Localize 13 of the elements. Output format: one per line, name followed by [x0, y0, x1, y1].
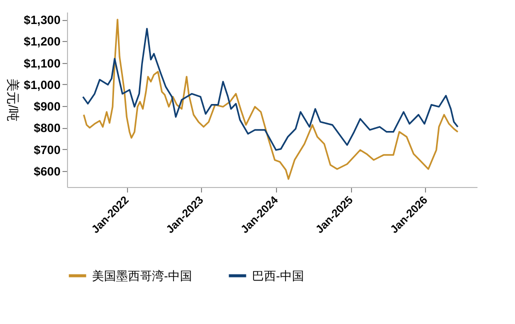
- legend-label: 巴西-中国: [252, 268, 304, 283]
- legend-label: 美国墨西哥湾-中国: [92, 268, 192, 283]
- y-axis-title: 美元/吨: [6, 78, 20, 122]
- line-series: [82, 18, 459, 180]
- y-tick-label: $700: [34, 142, 61, 157]
- line-series: [82, 28, 459, 151]
- y-tick-label: $1,000: [24, 78, 61, 92]
- y-tick-label: $1,100: [24, 56, 61, 70]
- y-tick-label: $1,200: [24, 34, 61, 49]
- y-tick-label: $800: [34, 121, 61, 136]
- y-tick-label: $1,300: [24, 13, 61, 28]
- y-tick-label: $600: [34, 164, 61, 178]
- y-tick-label: $900: [34, 100, 61, 114]
